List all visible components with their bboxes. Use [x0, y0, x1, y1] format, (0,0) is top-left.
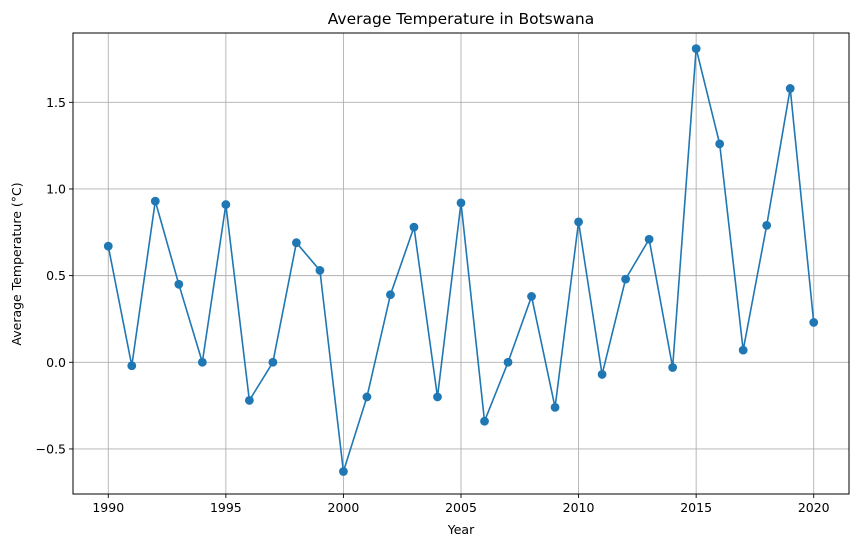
x-axis-ticks: 1990 1995 2000 2005 2010 2015 2020 — [92, 494, 830, 515]
data-point — [174, 279, 184, 289]
y-tick-label: 1.0 — [46, 181, 66, 196]
y-tick-label: −0.5 — [36, 441, 66, 456]
data-point — [574, 217, 583, 227]
data-point — [691, 44, 701, 53]
data-point — [221, 200, 231, 209]
data-point — [762, 220, 772, 230]
data-point — [527, 292, 536, 301]
data-point — [644, 234, 654, 244]
data-point — [103, 241, 113, 251]
x-tick-label: 1995 — [210, 500, 242, 515]
data-point — [715, 139, 725, 149]
data-point — [362, 392, 372, 402]
data-point — [621, 274, 631, 284]
data-point — [433, 392, 442, 402]
chart-title: Average Temperature in Botswana — [328, 10, 595, 28]
data-point — [550, 402, 560, 412]
x-tick-label: 2000 — [328, 500, 360, 515]
data-point — [503, 357, 513, 367]
data-point — [150, 196, 160, 206]
data-point — [409, 222, 419, 232]
data-point-layer — [103, 44, 819, 476]
x-tick-label: 2010 — [563, 500, 595, 515]
data-point — [597, 370, 607, 379]
data-point — [809, 318, 819, 327]
data-point — [127, 361, 137, 371]
y-axis-ticks: −0.5 0.0 0.5 1.0 1.5 — [36, 95, 73, 456]
data-point — [480, 416, 489, 426]
x-tick-label: 2020 — [798, 500, 830, 515]
y-axis-label: Average Temperature (°C) — [9, 182, 24, 345]
data-point — [785, 84, 795, 93]
data-point — [197, 357, 207, 367]
y-tick-label: 1.5 — [46, 95, 66, 110]
data-point — [456, 198, 466, 208]
x-tick-label: 2015 — [680, 500, 712, 515]
data-point — [291, 238, 301, 248]
data-point — [668, 363, 678, 372]
grid-layer — [73, 33, 849, 494]
data-point — [268, 357, 278, 367]
data-point — [738, 345, 748, 355]
data-point — [386, 290, 395, 300]
y-tick-label: 0.0 — [46, 355, 66, 370]
data-point — [339, 467, 348, 476]
x-tick-label: 1990 — [92, 500, 124, 515]
x-tick-label: 2005 — [445, 500, 477, 515]
data-point — [315, 266, 325, 275]
y-tick-label: 0.5 — [46, 268, 66, 283]
x-axis-label: Year — [447, 522, 475, 537]
data-point — [244, 396, 254, 405]
